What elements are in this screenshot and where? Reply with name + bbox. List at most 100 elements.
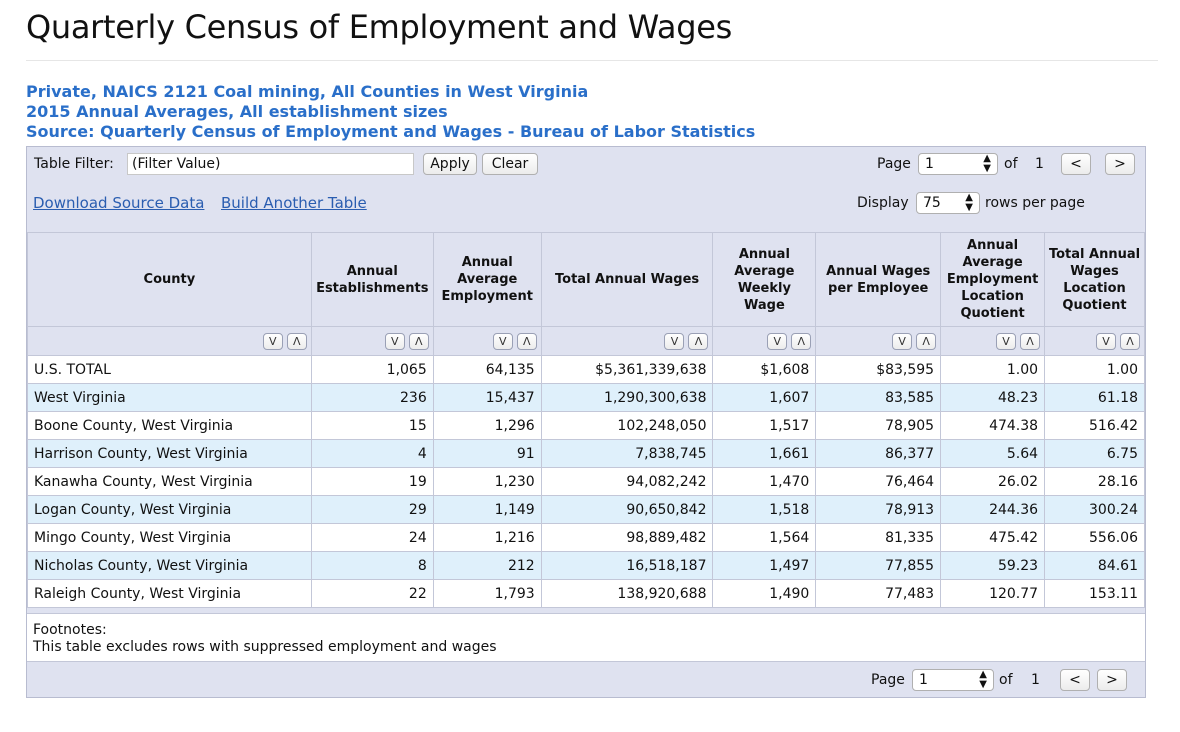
cell-establishments: 19 — [310, 467, 434, 496]
cell-establishments: 24 — [310, 523, 434, 552]
cell-employment-lq: 48.23 — [940, 383, 1046, 412]
cell-total-wages: 94,082,242 — [540, 467, 714, 496]
bottom-prev-page-button[interactable]: < — [1060, 669, 1090, 691]
cell-establishments: 29 — [310, 495, 434, 524]
page-label: Page — [871, 672, 905, 688]
cell-employment-lq: 26.02 — [940, 467, 1046, 496]
cell-county: Mingo County, West Virginia — [27, 523, 312, 552]
sort-descending-button[interactable]: V — [767, 332, 788, 350]
table-row: Raleigh County, West Virginia 22 1,793 138,… — [27, 579, 1145, 608]
prev-page-button[interactable]: < — [1061, 153, 1091, 175]
cell-county: U.S. TOTAL — [27, 355, 312, 384]
page-select[interactable]: 1 ▲ ▼ — [918, 153, 998, 175]
cell-establishments: 8 — [310, 551, 434, 580]
cell-county: Harrison County, West Virginia — [27, 439, 312, 468]
select-updown-icon: ▲ ▼ — [965, 192, 973, 213]
cell-weekly-wage: 1,518 — [712, 495, 817, 524]
cell-total-wages: 90,650,842 — [540, 495, 714, 524]
rows-per-page-value: 75 — [923, 195, 941, 211]
table-row: Boone County, West Virginia 15 1,296 102,24… — [27, 411, 1145, 440]
cell-weekly-wage: 1,661 — [712, 439, 817, 468]
cell-employment: 1,296 — [432, 411, 542, 440]
cell-weekly-wage: 1,517 — [712, 411, 817, 440]
sort-descending-button[interactable]: V — [262, 332, 283, 350]
cell-county: Logan County, West Virginia — [27, 495, 312, 524]
table-filter-input[interactable] — [127, 153, 414, 175]
cell-total-wages: $5,361,339,638 — [540, 355, 714, 384]
sort-ascending-button[interactable]: Λ — [408, 332, 429, 350]
title-divider — [26, 60, 1158, 61]
filter-label: Table Filter: — [34, 156, 114, 172]
of-label: of — [1004, 156, 1018, 172]
sort-descending-button[interactable]: V — [1096, 332, 1116, 350]
cell-total-wages: 98,889,482 — [540, 523, 714, 552]
sort-descending-button[interactable]: V — [664, 332, 685, 350]
apply-button[interactable]: Apply — [423, 153, 477, 175]
footnotes: Footnotes: This table excludes rows with… — [27, 613, 1145, 661]
col-header-wages-lq: Total Annual Wages Location Quotient — [1044, 232, 1145, 327]
of-label: of — [999, 672, 1013, 688]
cell-wages-lq: 6.75 — [1044, 439, 1145, 468]
build-another-table-link[interactable]: Build Another Table — [221, 194, 367, 212]
col-header-wages-per-employee: Annual Wages per Employee — [815, 232, 942, 327]
next-page-button[interactable]: > — [1105, 153, 1135, 175]
cell-wages-per-employee: 81,335 — [815, 523, 942, 552]
page-title: Quarterly Census of Employment and Wages — [26, 8, 732, 46]
display-label: Display — [857, 195, 909, 211]
sort-ascending-button[interactable]: Λ — [1120, 332, 1140, 350]
cell-employment: 1,149 — [432, 495, 542, 524]
sort-ascending-button[interactable]: Λ — [916, 332, 937, 350]
cell-wages-lq: 556.06 — [1044, 523, 1145, 552]
table-row: Kanawha County, West Virginia 19 1,230 94,0… — [27, 467, 1145, 496]
cell-employment: 64,135 — [432, 355, 542, 384]
cell-employment-lq: 244.36 — [940, 495, 1046, 524]
sort-ascending-button[interactable]: Λ — [516, 332, 537, 350]
subtitle-period: 2015 Annual Averages, All establishment … — [26, 102, 448, 121]
cell-total-wages: 102,248,050 — [540, 411, 714, 440]
cell-weekly-wage: 1,497 — [712, 551, 817, 580]
sort-ascending-button[interactable]: Λ — [1020, 332, 1041, 350]
select-updown-icon: ▲ ▼ — [983, 153, 991, 174]
table-body: U.S. TOTAL 1,065 64,135 $5,361,339,638 $1,60… — [27, 355, 1145, 608]
cell-county: Kanawha County, West Virginia — [27, 467, 312, 496]
cell-wages-lq: 153.11 — [1044, 579, 1145, 608]
sort-ascending-button[interactable]: Λ — [286, 332, 307, 350]
page-total: 1 — [1035, 156, 1044, 172]
cell-total-wages: 7,838,745 — [540, 439, 714, 468]
table-row: West Virginia 236 15,437 1,290,300,638 1,607… — [27, 383, 1145, 412]
sort-ascending-button[interactable]: Λ — [791, 332, 812, 350]
cell-total-wages: 16,518,187 — [540, 551, 714, 580]
clear-button[interactable]: Clear — [482, 153, 538, 175]
sort-descending-button[interactable]: V — [996, 332, 1017, 350]
sort-descending-button[interactable]: V — [492, 332, 513, 350]
cell-establishments: 15 — [310, 411, 434, 440]
page-select-value: 1 — [919, 672, 928, 688]
cell-weekly-wage: 1,490 — [712, 579, 817, 608]
sort-ascending-button[interactable]: Λ — [688, 332, 709, 350]
footnotes-title: Footnotes: — [33, 622, 107, 638]
download-source-data-link[interactable]: Download Source Data — [33, 194, 205, 212]
sort-descending-button[interactable]: V — [384, 332, 405, 350]
page-label: Page — [877, 156, 911, 172]
rows-per-page-label: rows per page — [985, 195, 1085, 211]
cell-employment: 1,230 — [432, 467, 542, 496]
bottom-next-page-button[interactable]: > — [1097, 669, 1127, 691]
cell-employment-lq: 1.00 — [940, 355, 1046, 384]
cell-county: Raleigh County, West Virginia — [27, 579, 312, 608]
cell-wages-lq: 28.16 — [1044, 467, 1145, 496]
cell-county: Boone County, West Virginia — [27, 411, 312, 440]
rows-per-page-select[interactable]: 75 ▲ ▼ — [916, 192, 980, 214]
cell-employment-lq: 59.23 — [940, 551, 1046, 580]
cell-employment: 91 — [432, 439, 542, 468]
page-select-value: 1 — [925, 156, 934, 172]
cell-establishments: 1,065 — [310, 355, 434, 384]
cell-wages-per-employee: 77,483 — [815, 579, 942, 608]
col-header-total-wages: Total Annual Wages — [540, 232, 714, 327]
sort-descending-button[interactable]: V — [892, 332, 913, 350]
subtitle-source: Source: Quarterly Census of Employment a… — [26, 122, 756, 141]
bottom-page-select[interactable]: 1 ▲ ▼ — [912, 669, 994, 691]
